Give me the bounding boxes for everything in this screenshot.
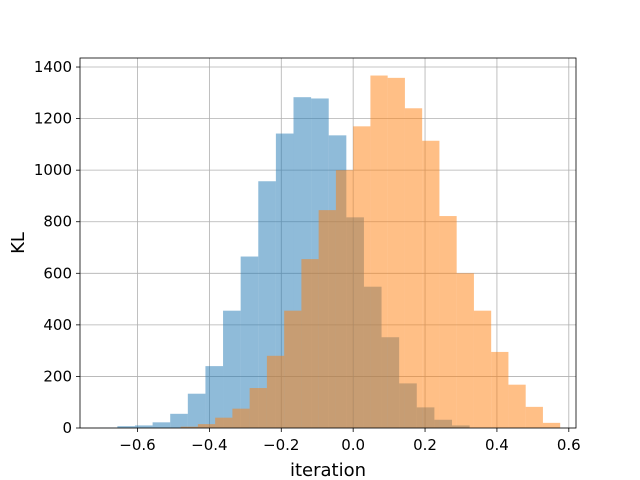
histogram-bar-series-1 <box>240 256 259 428</box>
y-tick-label: 400 <box>43 316 72 334</box>
histogram-bar-series-2 <box>197 424 216 428</box>
ticks: −0.6 −0.4 −0.2 0.0 0.2 0.4 0.6 0 200 400 600 800 100… <box>34 58 581 454</box>
y-tick-label: 1200 <box>34 110 72 128</box>
y-tick-label: 1400 <box>34 58 72 76</box>
bars <box>99 75 561 429</box>
histogram-bar-series-2 <box>473 310 492 428</box>
histogram-bar-series-2 <box>439 216 457 428</box>
histogram-bar-series-2 <box>335 170 354 428</box>
histogram-bar-series-2 <box>232 408 250 428</box>
y-tick-label: 600 <box>43 264 72 282</box>
x-tick-label: −0.2 <box>263 436 299 454</box>
histogram-bar-series-2 <box>266 355 285 428</box>
histogram-bar-series-2 <box>508 384 526 428</box>
x-tick-label: 0.2 <box>413 436 437 454</box>
histogram-bar-series-2 <box>491 351 509 428</box>
y-tick-label: 200 <box>43 367 72 385</box>
y-tick-label: 800 <box>43 213 72 231</box>
histogram-bar-series-2 <box>404 108 423 428</box>
histogram-bar-series-2 <box>456 273 474 428</box>
histogram-bar-series-2 <box>318 210 336 428</box>
x-tick-label: 0.6 <box>557 436 581 454</box>
histogram-bar-series-2 <box>215 417 233 428</box>
histogram-bar-series-2 <box>353 126 371 429</box>
histogram-bar-series-1 <box>117 426 135 428</box>
plot-frame <box>79 57 577 429</box>
y-tick-label: 0 <box>62 419 72 437</box>
y-axis-label: KL <box>8 232 29 254</box>
histogram-bar-series-1 <box>134 425 153 428</box>
histogram-bar-series-1 <box>205 366 224 428</box>
histogram-bar-series-2 <box>180 426 198 428</box>
x-tick-label: −0.4 <box>191 436 227 454</box>
histogram-bar-series-2 <box>370 75 388 428</box>
histogram-bar-series-2 <box>301 259 319 428</box>
y-tick-label: 1000 <box>34 161 72 179</box>
x-axis-label: iteration <box>290 460 366 480</box>
histogram-bar-series-1 <box>223 310 241 428</box>
histogram-bar-series-2 <box>542 422 561 428</box>
histogram-bar-series-2 <box>525 406 543 428</box>
histogram-bar-series-1 <box>170 413 188 428</box>
histogram-bar-series-1 <box>187 393 206 428</box>
histogram-bar-series-2 <box>422 140 440 429</box>
histogram-bar-series-2 <box>284 310 302 428</box>
histogram-bar-series-2 <box>387 77 405 428</box>
x-tick-label: 0.4 <box>485 436 509 454</box>
x-tick-label: −0.6 <box>119 436 155 454</box>
histogram-bar-series-2 <box>249 388 267 428</box>
x-tick-label: 0.0 <box>341 436 365 454</box>
histogram-bar-series-1 <box>152 422 171 428</box>
